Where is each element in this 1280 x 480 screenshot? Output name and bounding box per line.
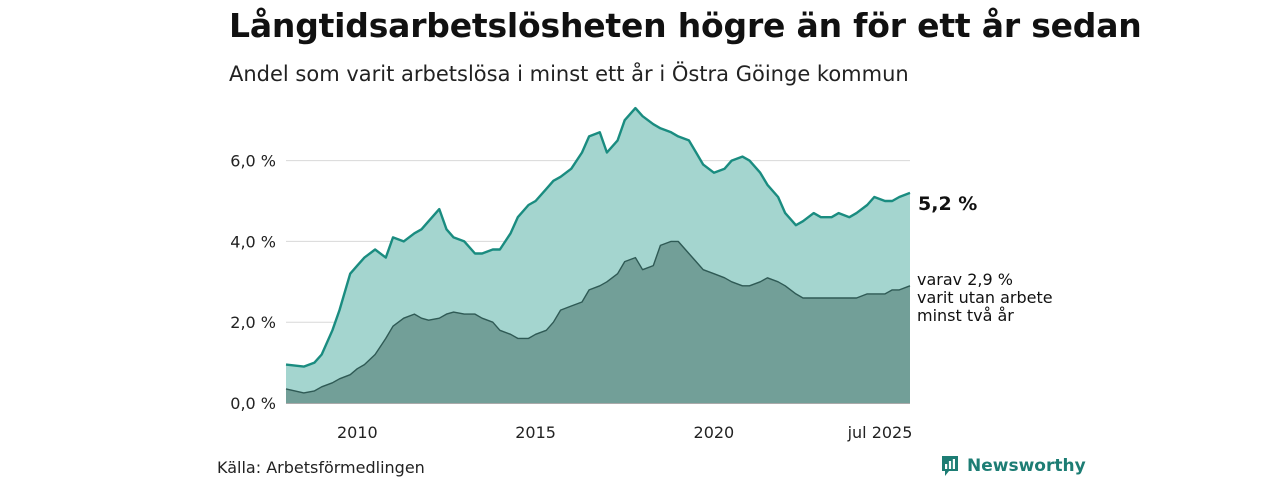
y-axis-ticks: 0,0 % 2,0 % 4,0 % 6,0 %: [230, 152, 276, 413]
y-tick-label: 0,0 %: [230, 394, 276, 413]
chart-areas: [285, 106, 911, 403]
two-years-unemployed-line: [285, 240, 911, 394]
y-tick-label: 6,0 %: [230, 152, 276, 171]
x-tick-label: 2020: [694, 423, 735, 442]
brand-name: Newsworthy: [967, 456, 1086, 476]
brand-logo: Newsworthy: [940, 455, 1086, 477]
two-years-unemployed-area: [286, 241, 910, 403]
y-tick-label: 4,0 %: [230, 232, 276, 251]
x-tick-label: 2015: [515, 423, 556, 442]
long-term-unemployed-line: [285, 106, 911, 368]
chart-title: Långtidsarbetslösheten högre än för ett …: [229, 6, 1142, 45]
x-tick-label: jul 2025: [847, 423, 913, 442]
series-end-labels: 5,2 % varav 2,9 % varit utan arbete minst t…: [917, 193, 1053, 325]
source-note: Källa: Arbetsförmedlingen: [217, 458, 425, 477]
chart-subtitle: Andel som varit arbetslösa i minst ett å…: [229, 62, 909, 86]
x-tick-label: 2010: [337, 423, 378, 442]
series-label-two-years: varav 2,9 % varit utan arbete minst två år: [917, 270, 1053, 325]
series-label-total: 5,2 %: [918, 193, 977, 215]
x-axis-ticks: 2010 2015 2020 jul 2025: [337, 423, 912, 442]
newsworthy-logo-icon: [942, 456, 958, 476]
y-tick-label: 2,0 %: [230, 313, 276, 332]
